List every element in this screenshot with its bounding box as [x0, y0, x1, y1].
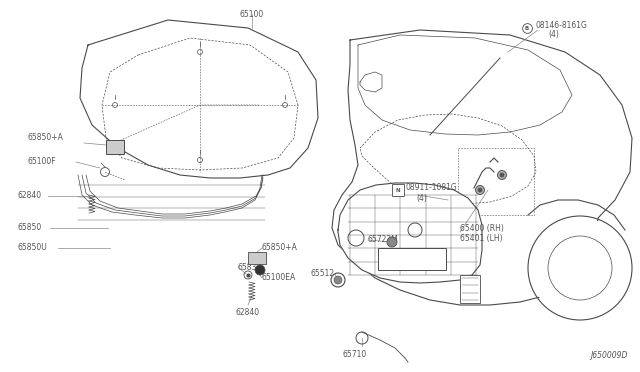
Polygon shape: [338, 183, 482, 283]
Circle shape: [387, 237, 397, 247]
Text: 65100F: 65100F: [28, 157, 56, 167]
Circle shape: [476, 186, 484, 195]
Text: N: N: [396, 187, 400, 192]
FancyBboxPatch shape: [106, 140, 124, 154]
Text: 65832: 65832: [238, 263, 262, 272]
Text: (4): (4): [416, 193, 427, 202]
Circle shape: [530, 218, 630, 318]
Text: 65850+A: 65850+A: [262, 244, 298, 253]
Text: (4): (4): [548, 31, 559, 39]
Text: 65401 (LH): 65401 (LH): [460, 234, 502, 243]
Circle shape: [255, 265, 265, 275]
Text: 65512: 65512: [311, 269, 335, 279]
Text: 65100: 65100: [240, 10, 264, 19]
Text: 65850: 65850: [18, 224, 42, 232]
Text: 65400 (RH): 65400 (RH): [460, 224, 504, 232]
Text: B: B: [525, 26, 529, 31]
Text: 65850+A: 65850+A: [28, 134, 64, 142]
Text: 08911-1081G: 08911-1081G: [406, 183, 458, 192]
Text: 08146-8161G: 08146-8161G: [535, 20, 587, 29]
Text: 62840: 62840: [236, 308, 260, 317]
Text: 62840: 62840: [18, 192, 42, 201]
Circle shape: [500, 173, 504, 177]
Text: 65850U: 65850U: [18, 244, 48, 253]
Text: 65100EA: 65100EA: [262, 273, 296, 282]
Polygon shape: [80, 20, 318, 178]
Circle shape: [497, 170, 506, 180]
FancyBboxPatch shape: [378, 248, 446, 270]
Circle shape: [334, 276, 342, 284]
Text: 65722M: 65722M: [368, 235, 399, 244]
FancyBboxPatch shape: [460, 275, 480, 303]
Polygon shape: [332, 30, 632, 305]
Text: J650009D: J650009D: [591, 351, 628, 360]
Text: 65710: 65710: [343, 350, 367, 359]
FancyBboxPatch shape: [248, 252, 266, 264]
Circle shape: [478, 188, 482, 192]
